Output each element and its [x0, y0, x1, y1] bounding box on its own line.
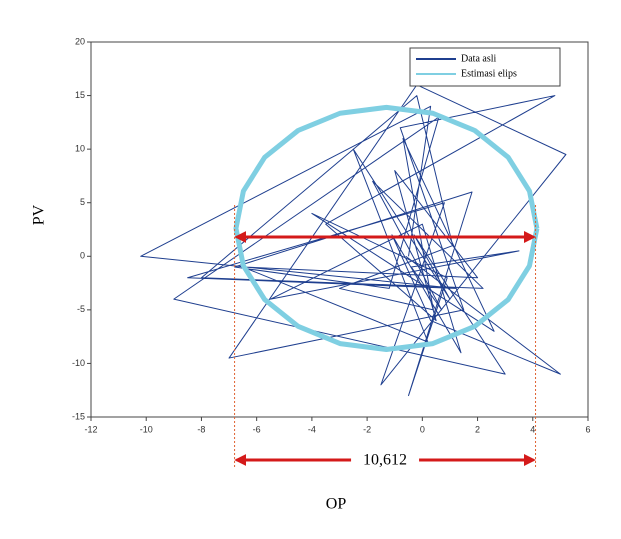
x-tick-label: -2 [363, 424, 371, 434]
legend-label: Data asli [461, 53, 496, 64]
y-tick-label: -15 [72, 411, 85, 421]
x-tick-label: 2 [475, 424, 480, 434]
x-tick-label: -12 [84, 424, 97, 434]
span-label: 10,612 [363, 452, 407, 469]
ellipse-line [233, 104, 540, 352]
y-tick-label: -10 [72, 358, 85, 368]
legend: Data asli Estimasi elips [409, 47, 561, 87]
x-tick-label: -8 [197, 424, 205, 434]
y-tick-label: 10 [75, 144, 85, 154]
x-axis-label: OP [326, 496, 347, 513]
data-line [140, 84, 567, 397]
x-tick-label: 0 [420, 424, 425, 434]
plot-frame [90, 41, 589, 418]
y-tick-label: 20 [75, 36, 85, 46]
y-tick-label: 15 [75, 90, 85, 100]
legend-label: Estimasi elips [461, 68, 517, 79]
x-tick-label: -6 [253, 424, 261, 434]
y-tick-label: 5 [80, 197, 85, 207]
y-axis-label: PV [31, 204, 48, 225]
y-tick-label: 0 [80, 251, 85, 261]
span-label-bg [351, 450, 420, 470]
x-tick-label: 6 [585, 424, 590, 434]
x-tick-label: -10 [140, 424, 153, 434]
x-tick-label: -4 [308, 424, 316, 434]
y-tick-label: -5 [77, 304, 85, 314]
x-tick-label: 4 [530, 424, 535, 434]
legend-box [409, 47, 561, 87]
